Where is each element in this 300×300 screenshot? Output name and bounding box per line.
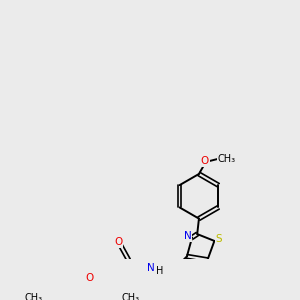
Text: O: O [114,237,122,247]
Text: H: H [156,266,163,276]
Text: N: N [184,231,192,241]
Text: CH₃: CH₃ [24,292,43,300]
Text: CH₃: CH₃ [218,154,236,164]
Text: S: S [215,234,222,244]
Text: CH₃: CH₃ [122,292,140,300]
Text: O: O [201,156,209,166]
Text: N: N [147,262,155,272]
Text: O: O [86,273,94,283]
